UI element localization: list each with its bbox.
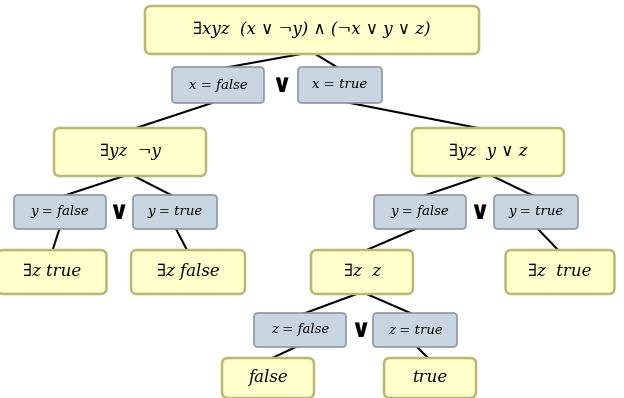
FancyBboxPatch shape — [14, 195, 106, 229]
Text: x = true: x = true — [313, 78, 368, 92]
Text: z = true: z = true — [388, 324, 442, 336]
FancyBboxPatch shape — [145, 6, 479, 54]
FancyBboxPatch shape — [374, 195, 466, 229]
Text: ∃z  z: ∃z z — [343, 263, 381, 281]
FancyBboxPatch shape — [384, 358, 476, 398]
FancyBboxPatch shape — [373, 313, 457, 347]
Text: ∨: ∨ — [108, 200, 128, 224]
Text: ∨: ∨ — [350, 318, 370, 342]
FancyBboxPatch shape — [254, 313, 346, 347]
Text: ∃z true: ∃z true — [23, 263, 81, 281]
Text: ∨: ∨ — [469, 200, 489, 224]
Text: ∃yz  ¬y: ∃yz ¬y — [100, 144, 160, 160]
FancyBboxPatch shape — [133, 195, 217, 229]
FancyBboxPatch shape — [505, 250, 615, 294]
FancyBboxPatch shape — [298, 67, 382, 103]
Text: true: true — [412, 369, 447, 386]
Text: z = false: z = false — [271, 324, 329, 336]
Text: y = true: y = true — [509, 205, 563, 219]
Text: y = false: y = false — [391, 205, 449, 219]
FancyBboxPatch shape — [131, 250, 245, 294]
Text: y = false: y = false — [31, 205, 89, 219]
Text: ∃yz  y ∨ z: ∃yz y ∨ z — [449, 144, 527, 160]
FancyBboxPatch shape — [494, 195, 578, 229]
FancyBboxPatch shape — [412, 128, 564, 176]
FancyBboxPatch shape — [311, 250, 413, 294]
Text: ∃xyz  (x ∨ ¬y) ∧ (¬x ∨ y ∨ z): ∃xyz (x ∨ ¬y) ∧ (¬x ∨ y ∨ z) — [193, 21, 431, 39]
Text: ∃z  true: ∃z true — [529, 263, 592, 281]
Text: ∃z false: ∃z false — [157, 263, 220, 281]
FancyBboxPatch shape — [0, 250, 107, 294]
Text: ∨: ∨ — [271, 73, 291, 97]
FancyBboxPatch shape — [54, 128, 206, 176]
Text: y = true: y = true — [147, 205, 203, 219]
FancyBboxPatch shape — [172, 67, 264, 103]
FancyBboxPatch shape — [222, 358, 314, 398]
Text: x = false: x = false — [188, 78, 247, 92]
Text: false: false — [248, 369, 288, 386]
